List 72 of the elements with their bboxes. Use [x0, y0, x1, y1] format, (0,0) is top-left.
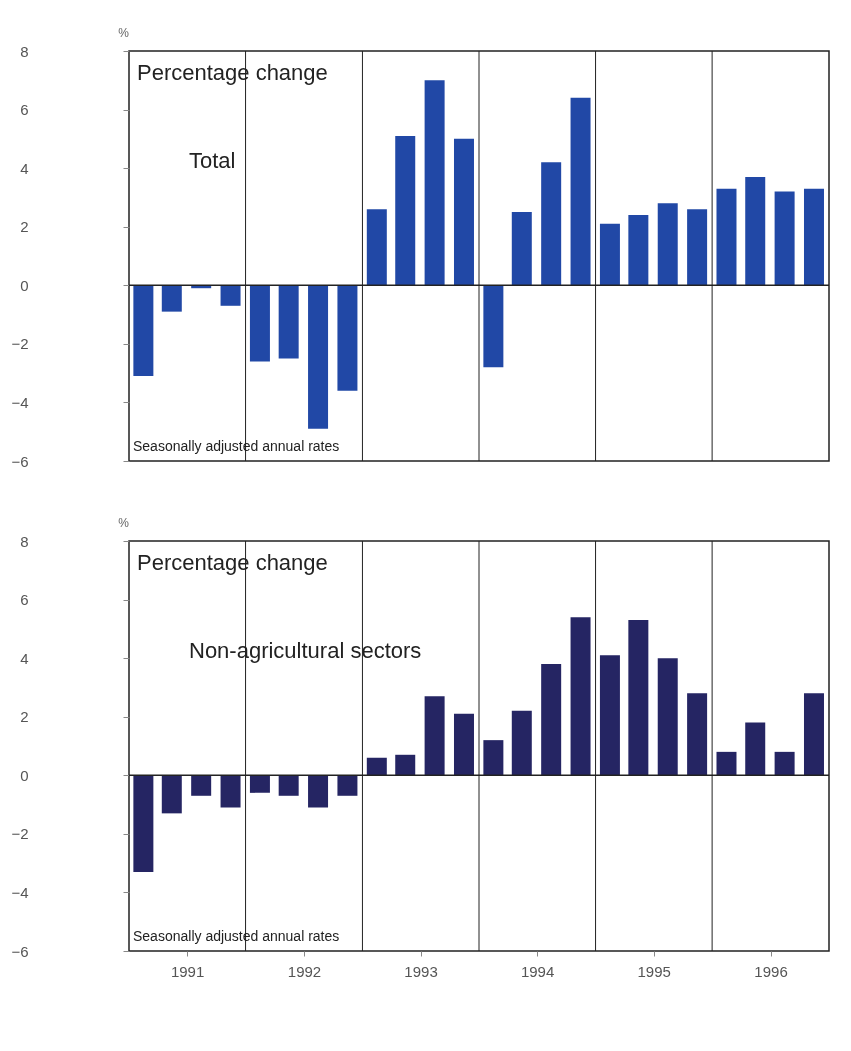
bar	[745, 176, 766, 286]
y-tick-label: −2	[11, 335, 29, 353]
bar	[483, 740, 504, 776]
y-tick-label: 4	[20, 159, 29, 177]
bar	[308, 775, 329, 808]
bar	[570, 617, 591, 776]
y-tick-label: 6	[20, 591, 29, 609]
bar	[716, 751, 737, 776]
bar	[191, 775, 212, 796]
bar	[366, 757, 387, 776]
bar	[745, 722, 766, 776]
x-tick-label: 1994	[520, 962, 555, 980]
bar	[278, 775, 299, 796]
bar	[161, 285, 182, 312]
bar	[337, 775, 358, 796]
bar	[774, 751, 795, 776]
bar	[628, 620, 649, 776]
bar	[657, 203, 678, 286]
x-tick-label: 1996	[754, 962, 788, 980]
bar	[308, 285, 329, 429]
x-tick-label: 1995	[637, 962, 671, 980]
bar	[599, 223, 620, 286]
y-tick-label: 8	[20, 42, 29, 60]
y-tick-label: 2	[20, 708, 29, 726]
y-axis-title: %	[118, 515, 130, 530]
bar	[220, 775, 241, 808]
bar	[424, 696, 445, 776]
bar	[278, 285, 299, 359]
bar	[453, 138, 474, 286]
bar	[541, 664, 562, 776]
bar	[570, 97, 591, 286]
x-tick-label: 1992	[287, 962, 322, 980]
x-tick-label: 1991	[170, 962, 205, 980]
bar	[161, 775, 182, 814]
bar	[337, 285, 358, 391]
bar	[249, 775, 270, 793]
bar	[133, 285, 154, 377]
y-tick-label: 4	[20, 649, 29, 667]
bar	[483, 285, 504, 368]
bar	[453, 713, 474, 776]
bar	[599, 655, 620, 776]
bar	[133, 775, 154, 872]
y-tick-label: −2	[11, 825, 29, 843]
bar	[395, 754, 416, 776]
y-tick-label: 0	[20, 276, 29, 294]
bar	[803, 693, 824, 776]
y-tick-label: −6	[11, 942, 29, 960]
y-tick-label: −6	[11, 452, 29, 470]
x-tick-label: 1993	[404, 962, 438, 980]
bar	[541, 162, 562, 286]
bar	[687, 209, 708, 286]
annotation: Total	[189, 148, 236, 173]
bar	[249, 285, 270, 362]
y-tick-label: 2	[20, 218, 29, 236]
bar	[511, 212, 532, 286]
y-tick-label: 8	[20, 532, 29, 550]
bar	[220, 285, 241, 306]
y-tick-label: 6	[20, 101, 29, 119]
bar	[628, 215, 649, 286]
bar	[366, 209, 387, 286]
bar	[716, 188, 737, 286]
bar	[657, 658, 678, 776]
y-tick-label: −4	[11, 883, 29, 901]
bar	[511, 710, 532, 776]
bar	[803, 188, 824, 286]
bar	[395, 135, 416, 286]
y-tick-label: 0	[20, 766, 29, 784]
y-tick-label: −4	[11, 393, 29, 411]
y-axis-title: %	[118, 25, 130, 40]
bar	[424, 80, 445, 286]
bar	[687, 693, 708, 776]
bar	[774, 191, 795, 286]
